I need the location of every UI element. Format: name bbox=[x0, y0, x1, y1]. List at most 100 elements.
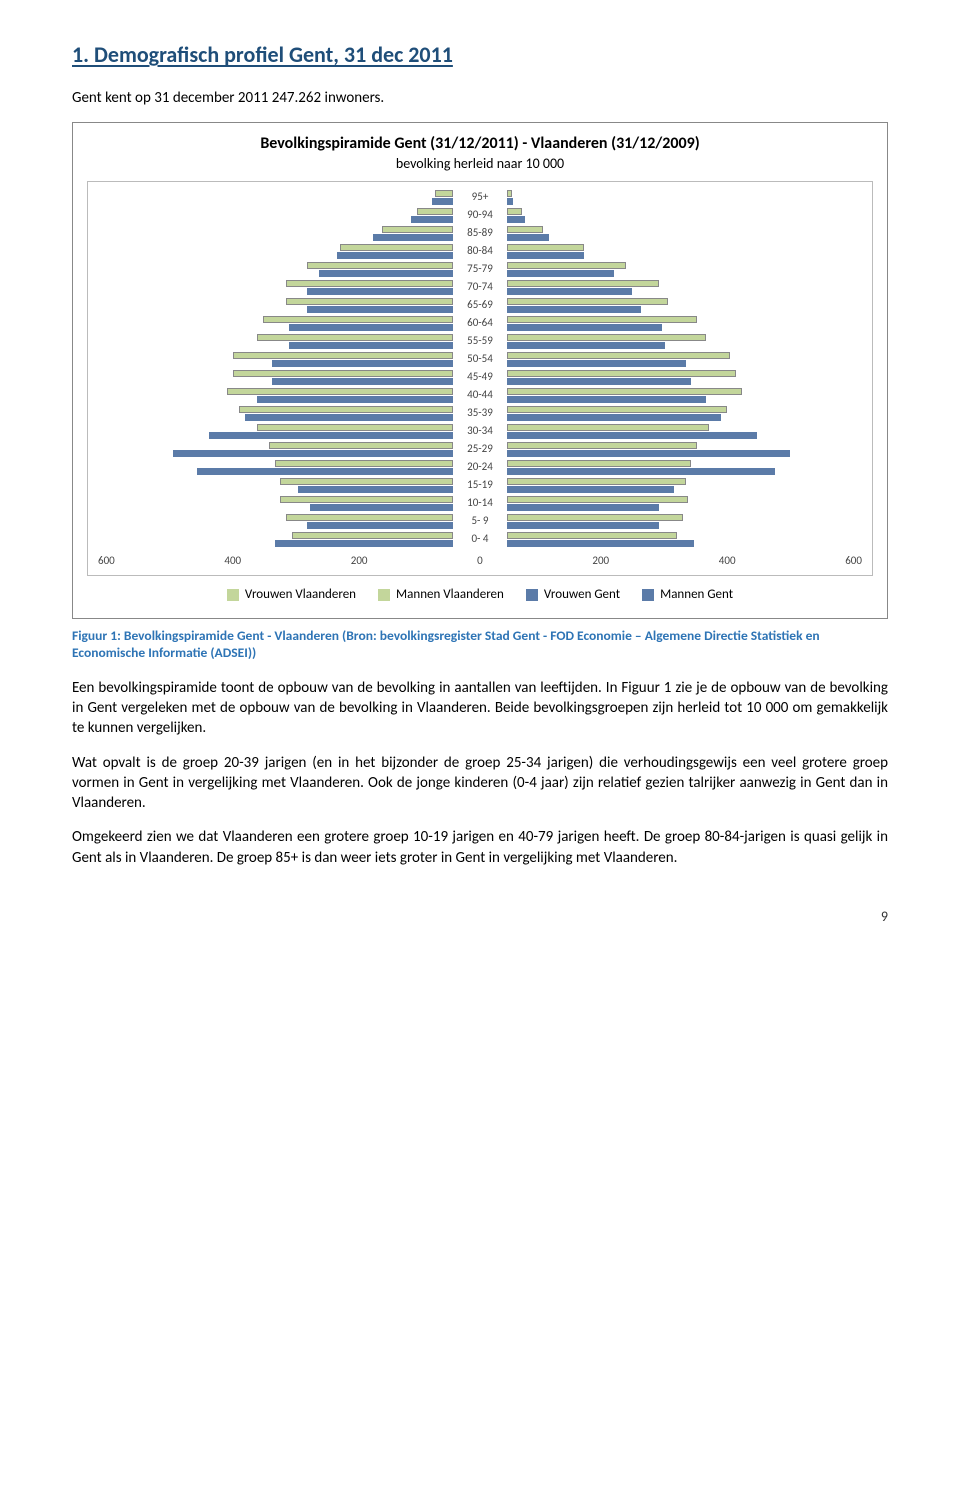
bar-mannen-gent bbox=[507, 378, 691, 385]
bar-vrouwen-gent bbox=[310, 504, 453, 511]
age-label: 35-39 bbox=[453, 406, 507, 421]
bar-vrouwen-gent bbox=[298, 486, 453, 493]
bar-mannen-gent bbox=[507, 540, 694, 547]
bar-mannen-gent bbox=[507, 522, 659, 529]
pyramid-row: 70-74 bbox=[96, 278, 864, 296]
legend-label: Mannen Vlaanderen bbox=[396, 586, 504, 604]
bar-vrouwen-gent bbox=[289, 324, 453, 331]
age-label: 75-79 bbox=[453, 262, 507, 277]
bar-mannen-vlaanderen bbox=[507, 244, 584, 251]
bar-vrouwen-gent bbox=[307, 288, 453, 295]
bar-vrouwen-vlaanderen bbox=[227, 388, 453, 395]
bar-vrouwen-gent bbox=[411, 216, 453, 223]
bar-vrouwen-gent bbox=[289, 342, 453, 349]
bar-mannen-vlaanderen bbox=[507, 424, 709, 431]
bar-vrouwen-vlaanderen bbox=[307, 262, 453, 269]
bar-vrouwen-vlaanderen bbox=[233, 352, 453, 359]
age-label: 80-84 bbox=[453, 244, 507, 259]
legend-mannen-gent: Mannen Gent bbox=[642, 586, 733, 604]
pyramid-row: 65-69 bbox=[96, 296, 864, 314]
axis-tick: 400 bbox=[719, 554, 736, 569]
chart-legend: Vrouwen Vlaanderen Mannen Vlaanderen Vro… bbox=[87, 586, 873, 604]
pyramid-row: 30-34 bbox=[96, 422, 864, 440]
bar-vrouwen-gent bbox=[307, 306, 453, 313]
bar-vrouwen-vlaanderen bbox=[263, 316, 453, 323]
swatch-icon bbox=[642, 589, 654, 601]
age-label: 65-69 bbox=[453, 298, 507, 313]
bar-vrouwen-gent bbox=[275, 540, 454, 547]
bar-vrouwen-gent bbox=[257, 396, 453, 403]
bar-mannen-gent bbox=[507, 234, 549, 241]
age-label: 45-49 bbox=[453, 370, 507, 385]
figure-caption: Figuur 1: Bevolkingspiramide Gent - Vlaa… bbox=[72, 627, 888, 662]
age-label: 40-44 bbox=[453, 388, 507, 403]
pyramid-row: 40-44 bbox=[96, 386, 864, 404]
bar-vrouwen-vlaanderen bbox=[280, 496, 453, 503]
bar-mannen-gent bbox=[507, 288, 632, 295]
age-label: 95+ bbox=[453, 190, 507, 205]
bar-vrouwen-gent bbox=[197, 468, 453, 475]
pyramid-row: 90-94 bbox=[96, 206, 864, 224]
pyramid-row: 20-24 bbox=[96, 458, 864, 476]
bar-vrouwen-vlaanderen bbox=[286, 514, 453, 521]
bar-mannen-vlaanderen bbox=[507, 334, 706, 341]
legend-mannen-vlaanderen: Mannen Vlaanderen bbox=[378, 586, 504, 604]
age-label: 25-29 bbox=[453, 442, 507, 457]
pyramid-row: 15-19 bbox=[96, 476, 864, 494]
body-paragraph-2: Wat opvalt is de groep 20-39 jarigen (en… bbox=[72, 753, 888, 814]
bar-mannen-gent bbox=[507, 468, 775, 475]
bar-vrouwen-gent bbox=[245, 414, 453, 421]
pyramid-row: 35-39 bbox=[96, 404, 864, 422]
pyramid-row: 50-54 bbox=[96, 350, 864, 368]
bar-mannen-vlaanderen bbox=[507, 190, 512, 197]
age-label: 15-19 bbox=[453, 478, 507, 493]
legend-vrouwen-gent: Vrouwen Gent bbox=[526, 586, 620, 604]
age-label: 85-89 bbox=[453, 226, 507, 241]
bar-vrouwen-gent bbox=[307, 522, 453, 529]
pyramid-row: 85-89 bbox=[96, 224, 864, 242]
swatch-icon bbox=[526, 589, 538, 601]
pyramid-row: 75-79 bbox=[96, 260, 864, 278]
bar-mannen-vlaanderen bbox=[507, 352, 730, 359]
bar-mannen-gent bbox=[507, 306, 641, 313]
bar-vrouwen-vlaanderen bbox=[239, 406, 453, 413]
bar-mannen-vlaanderen bbox=[507, 496, 688, 503]
bar-mannen-gent bbox=[507, 324, 662, 331]
bar-mannen-vlaanderen bbox=[507, 406, 727, 413]
bar-mannen-vlaanderen bbox=[507, 298, 668, 305]
pyramid-row: 0- 4 bbox=[96, 530, 864, 548]
bar-mannen-gent bbox=[507, 450, 790, 457]
pyramid-row: 25-29 bbox=[96, 440, 864, 458]
bar-vrouwen-vlaanderen bbox=[292, 532, 453, 539]
body-paragraph-3: Omgekeerd zien we dat Vlaanderen een gro… bbox=[72, 827, 888, 868]
bar-vrouwen-vlaanderen bbox=[286, 280, 453, 287]
age-label: 90-94 bbox=[453, 208, 507, 223]
intro-paragraph: Gent kent op 31 december 2011 247.262 in… bbox=[72, 88, 888, 108]
bar-mannen-vlaanderen bbox=[507, 460, 691, 467]
age-label: 30-34 bbox=[453, 424, 507, 439]
bar-mannen-gent bbox=[507, 486, 674, 493]
age-label: 70-74 bbox=[453, 280, 507, 295]
pyramid-row: 95+ bbox=[96, 188, 864, 206]
section-heading: 1. Demografisch profiel Gent, 31 dec 201… bbox=[72, 40, 888, 70]
axis-tick: 200 bbox=[351, 554, 368, 569]
bar-vrouwen-vlaanderen bbox=[435, 190, 453, 197]
bar-mannen-gent bbox=[507, 252, 584, 259]
legend-vrouwen-vlaanderen: Vrouwen Vlaanderen bbox=[227, 586, 356, 604]
chart-title: Bevolkingspiramide Gent (31/12/2011) - V… bbox=[87, 133, 873, 155]
bar-vrouwen-gent bbox=[432, 198, 453, 205]
bar-mannen-vlaanderen bbox=[507, 226, 543, 233]
bar-vrouwen-vlaanderen bbox=[280, 478, 453, 485]
bar-mannen-gent bbox=[507, 396, 706, 403]
bar-mannen-gent bbox=[507, 432, 757, 439]
pyramid-row: 10-14 bbox=[96, 494, 864, 512]
bar-vrouwen-gent bbox=[319, 270, 453, 277]
bar-mannen-gent bbox=[507, 504, 659, 511]
bar-vrouwen-vlaanderen bbox=[340, 244, 453, 251]
axis-tick: 200 bbox=[592, 554, 609, 569]
pyramid-row: 45-49 bbox=[96, 368, 864, 386]
bar-mannen-vlaanderen bbox=[507, 442, 697, 449]
pyramid-plot-area: 95+90-9485-8980-8475-7970-7465-6960-6455… bbox=[87, 181, 873, 576]
bar-vrouwen-vlaanderen bbox=[417, 208, 453, 215]
bar-mannen-gent bbox=[507, 198, 513, 205]
